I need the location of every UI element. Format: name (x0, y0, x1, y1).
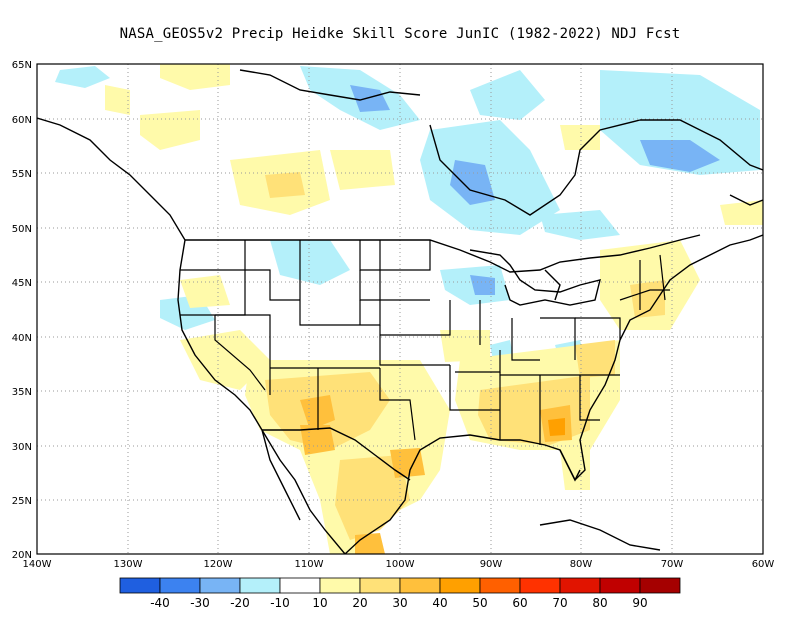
baja-coastline (261, 429, 301, 521)
canada-us-border (185, 234, 701, 273)
neg-area (55, 66, 110, 88)
colorbar-label: 10 (312, 596, 327, 610)
colorbar-swatch (639, 577, 681, 594)
great-lakes-2 (544, 269, 561, 301)
lon-label: 80W (570, 559, 593, 570)
lon-label: 70W (661, 559, 684, 570)
map-title: NASA_GEOS5v2 Precip Heidke Skill Score J… (119, 26, 681, 42)
lon-label: 110W (295, 559, 324, 570)
colorbar-swatch (319, 577, 361, 594)
pos-area (330, 150, 395, 190)
skill-field (55, 64, 763, 554)
pos-area (720, 200, 763, 225)
colorbar-swatch (559, 577, 601, 594)
pacific-coastline (37, 117, 346, 554)
pos-area (180, 330, 270, 390)
colorbar-swatch (159, 577, 201, 594)
colorbar-label: 20 (352, 596, 367, 610)
neg-area (420, 120, 560, 235)
colorbar-label: 90 (632, 596, 647, 610)
colorbar-swatch (439, 577, 481, 594)
lat-label: 45N (12, 278, 32, 289)
colorbar-label: 80 (592, 596, 607, 610)
colorbar-swatch (279, 577, 321, 594)
colorbar-swatch (519, 577, 561, 594)
pos-area (105, 85, 130, 115)
lat-label: 35N (12, 387, 32, 398)
cuba (539, 519, 661, 551)
neg-area (270, 240, 350, 285)
florida-outline (559, 449, 581, 482)
colorbar-label: 60 (512, 596, 527, 610)
lon-label: 140W (23, 559, 52, 570)
lat-label: 60N (12, 115, 32, 126)
graticule (37, 64, 763, 554)
pos-area (390, 448, 425, 478)
gulf-coastline (344, 234, 763, 554)
colorbar-label: -40 (150, 596, 170, 610)
lat-label: 30N (12, 442, 32, 453)
pos-area (630, 280, 665, 318)
lat-label: 50N (12, 224, 32, 235)
colorbar-label: -10 (270, 596, 290, 610)
lat-label: 20N (12, 550, 32, 561)
colorbar-swatch (239, 577, 281, 594)
colorbar-swatch (359, 577, 401, 594)
pos-area (140, 110, 200, 150)
labrador-coast (640, 119, 763, 171)
neg-area (540, 210, 620, 240)
pos-area (440, 330, 490, 362)
colorbar-label: 50 (472, 596, 487, 610)
boundaries (37, 69, 763, 554)
pos-area (160, 64, 230, 90)
pos-area (548, 418, 565, 436)
plot-frame (36, 63, 764, 555)
colorbar-swatch (199, 577, 241, 594)
lon-label: 90W (480, 559, 503, 570)
us-mexico-border (262, 427, 411, 481)
pos-area (575, 340, 615, 378)
pos-area (180, 275, 230, 308)
neg-area (350, 85, 390, 112)
colorbar-label: -20 (230, 596, 250, 610)
colorbar-swatch (119, 577, 161, 594)
pos-area (560, 125, 600, 150)
hudson-bay-coast (429, 119, 641, 216)
neg-area (470, 275, 495, 295)
pos-area (560, 450, 590, 490)
colorbar-label: 70 (552, 596, 567, 610)
pos-area (355, 533, 385, 554)
neg-area (640, 140, 720, 172)
lat-label: 25N (12, 496, 32, 507)
colorbar-swatch (399, 577, 441, 594)
lon-label: 120W (204, 559, 233, 570)
pos-area (265, 172, 305, 198)
colorbar: -40 -30 -20 -10 10 20 30 40 50 60 70 80 … (119, 577, 681, 610)
lon-label: 130W (114, 559, 143, 570)
great-lakes (469, 249, 601, 306)
colorbar-label: -30 (190, 596, 210, 610)
lat-label: 40N (12, 333, 32, 344)
colorbar-label: 40 (432, 596, 447, 610)
neg-area (470, 70, 545, 120)
lon-label: 60W (752, 559, 775, 570)
newfoundland (729, 194, 763, 206)
neg-area (600, 70, 760, 175)
colorbar-swatch (599, 577, 641, 594)
colorbar-label: 30 (392, 596, 407, 610)
arctic-coast (239, 69, 421, 101)
lat-label: 55N (12, 169, 32, 180)
state-borders (180, 240, 670, 445)
colorbar-swatch (479, 577, 521, 594)
lon-label: 100W (386, 559, 415, 570)
lat-label: 65N (12, 60, 32, 71)
